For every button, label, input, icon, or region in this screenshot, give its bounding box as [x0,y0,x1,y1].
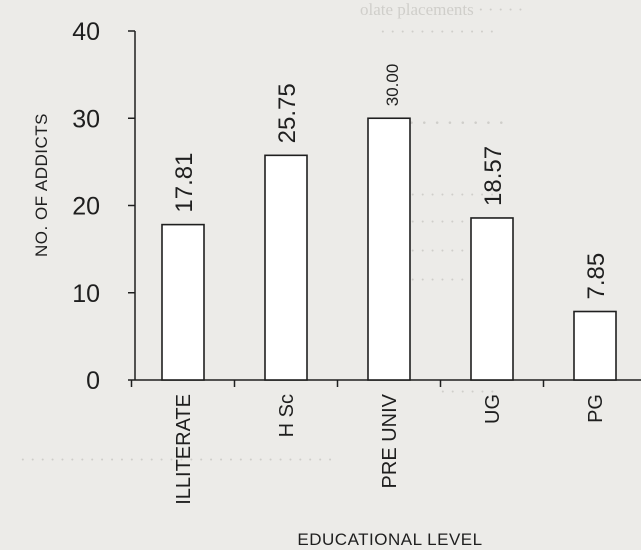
bar [367,117,411,381]
y-tick-label: 20 [72,193,100,221]
bar [573,310,617,381]
bar-value-label: 17.81 [171,153,198,213]
bar-value-label: 18.57 [480,146,507,206]
y-tick-label: 30 [72,105,100,133]
x-category-label: UG [482,394,504,424]
y-tick-label: 0 [86,367,100,395]
bar-value-label: 25.75 [274,83,301,143]
bars [161,117,617,381]
x-category-label: H Sc [276,394,298,437]
bar-value-label: 7.85 [583,253,610,300]
bar [264,154,308,381]
bar-value-label: 30.00 [383,64,402,107]
y-tick-label: 40 [72,18,100,46]
x-category-label: PG [585,394,607,423]
y-axis-title: NO. OF ADDICTS [32,113,51,257]
labels: 0 10 20 30 40 17.81 ILLITERATE 25.75 H Sc 30.00 PR… [72,18,610,505]
x-category-label: PRE UNIV [379,393,401,488]
y-tick-label: 10 [72,280,100,308]
x-axis-title: EDUCATIONAL LEVEL [297,530,482,549]
x-category-label: ILLITERATE [173,394,195,505]
bar [470,217,514,381]
bar [161,223,205,381]
